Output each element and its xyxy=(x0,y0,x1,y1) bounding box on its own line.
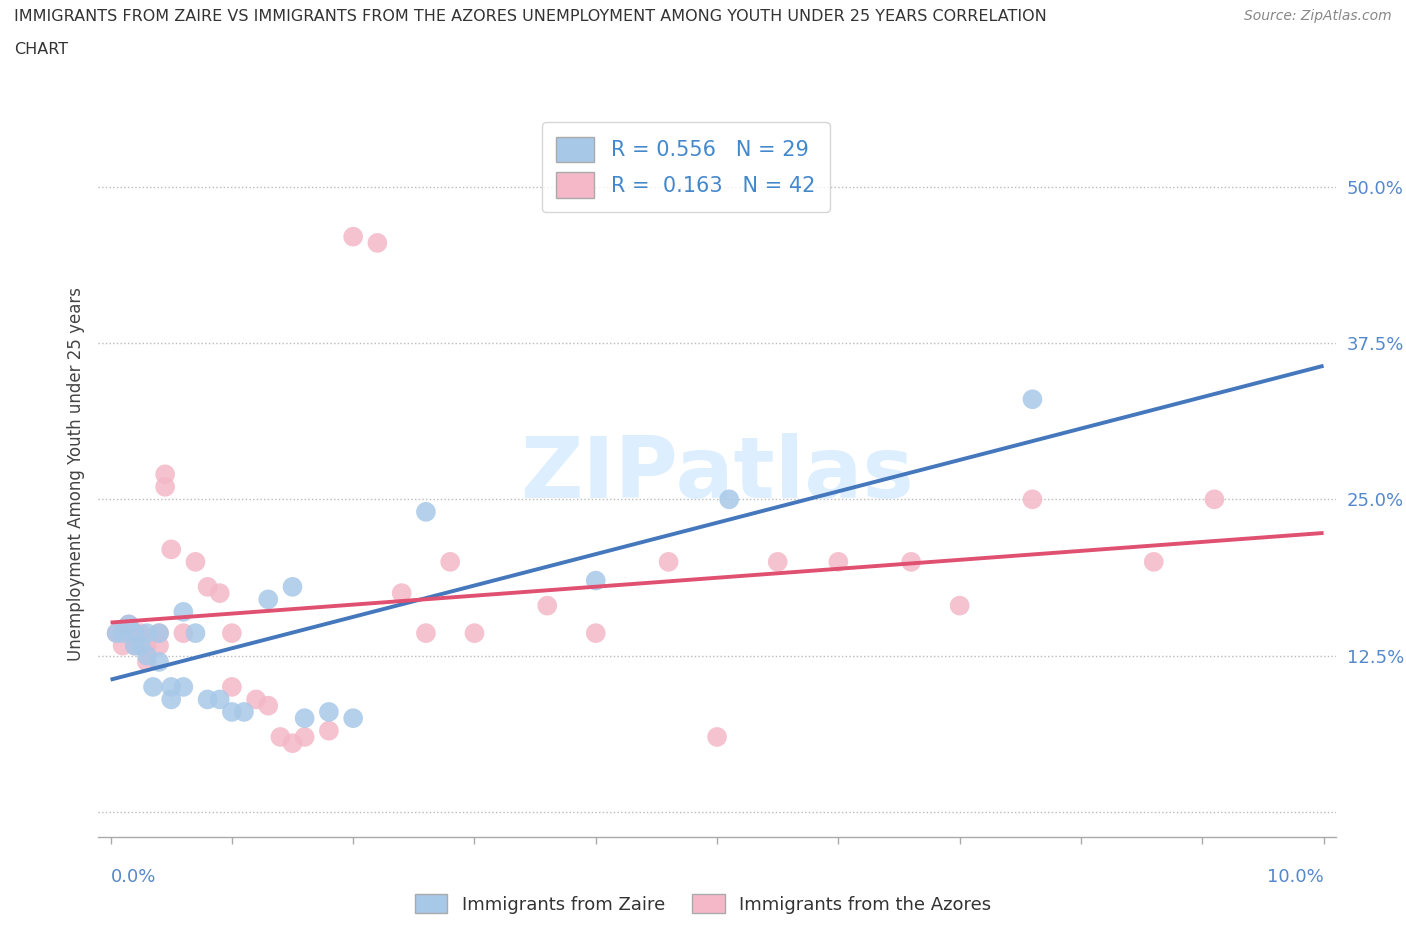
Point xyxy=(160,542,183,557)
Point xyxy=(136,626,159,641)
Point xyxy=(142,680,165,695)
Point xyxy=(245,692,267,707)
Point xyxy=(184,554,207,569)
Point xyxy=(148,626,170,641)
Point xyxy=(257,698,280,713)
Point xyxy=(197,692,219,707)
Point xyxy=(124,626,146,641)
Point xyxy=(585,573,607,588)
Point xyxy=(366,235,388,250)
Point xyxy=(706,729,728,744)
Point xyxy=(281,579,304,594)
Point xyxy=(208,586,231,601)
Point xyxy=(118,617,141,631)
Point xyxy=(148,638,170,653)
Point xyxy=(105,626,128,641)
Point xyxy=(827,554,849,569)
Point xyxy=(294,711,316,725)
Point xyxy=(1021,492,1043,507)
Point xyxy=(318,724,340,738)
Point xyxy=(257,591,280,606)
Text: 10.0%: 10.0% xyxy=(1267,869,1323,886)
Point xyxy=(105,626,128,641)
Point xyxy=(342,229,364,244)
Point xyxy=(281,736,304,751)
Text: 0.0%: 0.0% xyxy=(111,869,156,886)
Point xyxy=(160,692,183,707)
Point xyxy=(129,638,152,653)
Point xyxy=(197,579,219,594)
Point xyxy=(536,598,558,613)
Point xyxy=(124,638,146,653)
Point xyxy=(900,554,922,569)
Point xyxy=(124,638,146,653)
Point xyxy=(949,598,972,613)
Point xyxy=(136,638,159,653)
Point xyxy=(415,626,437,641)
Point xyxy=(585,626,607,641)
Point xyxy=(136,655,159,670)
Point xyxy=(172,626,194,641)
Point xyxy=(129,626,152,641)
Point xyxy=(1021,392,1043,406)
Point xyxy=(153,479,176,494)
Point xyxy=(111,626,134,641)
Point xyxy=(153,467,176,482)
Point xyxy=(463,626,485,641)
Point xyxy=(657,554,679,569)
Text: Source: ZipAtlas.com: Source: ZipAtlas.com xyxy=(1244,9,1392,23)
Point xyxy=(148,655,170,670)
Point xyxy=(1204,492,1226,507)
Point xyxy=(136,648,159,663)
Point xyxy=(233,705,256,720)
Point xyxy=(184,626,207,641)
Point xyxy=(172,604,194,619)
Point xyxy=(718,492,741,507)
Point xyxy=(221,705,243,720)
Point xyxy=(269,729,291,744)
Point xyxy=(208,692,231,707)
Point xyxy=(766,554,789,569)
Point xyxy=(172,680,194,695)
Legend: R = 0.556   N = 29, R =  0.163   N = 42: R = 0.556 N = 29, R = 0.163 N = 42 xyxy=(541,122,830,212)
Text: CHART: CHART xyxy=(14,42,67,57)
Point xyxy=(439,554,461,569)
Point xyxy=(415,504,437,519)
Text: ZIPatlas: ZIPatlas xyxy=(520,432,914,516)
Legend: Immigrants from Zaire, Immigrants from the Azores: Immigrants from Zaire, Immigrants from t… xyxy=(408,887,998,921)
Point xyxy=(342,711,364,725)
Point xyxy=(124,626,146,641)
Text: IMMIGRANTS FROM ZAIRE VS IMMIGRANTS FROM THE AZORES UNEMPLOYMENT AMONG YOUTH UND: IMMIGRANTS FROM ZAIRE VS IMMIGRANTS FROM… xyxy=(14,9,1047,24)
Point xyxy=(1143,554,1166,569)
Point xyxy=(148,626,170,641)
Y-axis label: Unemployment Among Youth under 25 years: Unemployment Among Youth under 25 years xyxy=(66,287,84,661)
Point xyxy=(111,638,134,653)
Point xyxy=(318,705,340,720)
Point xyxy=(118,617,141,631)
Point xyxy=(221,626,243,641)
Point xyxy=(221,680,243,695)
Point xyxy=(160,680,183,695)
Point xyxy=(294,729,316,744)
Point xyxy=(391,586,413,601)
